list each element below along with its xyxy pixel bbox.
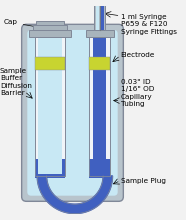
Bar: [89, 37, 110, 176]
Text: 1 ml Syringe
P659 & F120
Syringe Fittings: 1 ml Syringe P659 & F120 Syringe Fitting…: [121, 14, 177, 35]
FancyBboxPatch shape: [27, 30, 118, 196]
Bar: [38, 37, 62, 174]
Bar: [89, 159, 110, 178]
Text: 0.03" ID
1/16" OD
Capillary
Tubing: 0.03" ID 1/16" OD Capillary Tubing: [121, 79, 154, 107]
Text: Sample Plug: Sample Plug: [121, 178, 166, 184]
Bar: [29, 30, 71, 37]
Bar: [35, 159, 65, 178]
Bar: [96, 2, 99, 30]
FancyBboxPatch shape: [22, 24, 123, 201]
Text: Sample
Buffer
Diffusion
Barrier: Sample Buffer Diffusion Barrier: [0, 68, 32, 96]
Bar: [35, 37, 65, 176]
Bar: [101, 2, 104, 30]
Bar: [33, 25, 67, 30]
Bar: [94, 2, 105, 30]
Bar: [93, 37, 106, 174]
Bar: [89, 57, 110, 70]
Text: Cap: Cap: [4, 19, 46, 29]
Bar: [86, 30, 114, 37]
Text: Electrode: Electrode: [121, 52, 155, 58]
Bar: [35, 37, 65, 176]
Bar: [89, 37, 110, 176]
Bar: [35, 57, 65, 70]
Polygon shape: [37, 176, 113, 214]
Bar: [38, 55, 62, 159]
Bar: [36, 22, 64, 25]
